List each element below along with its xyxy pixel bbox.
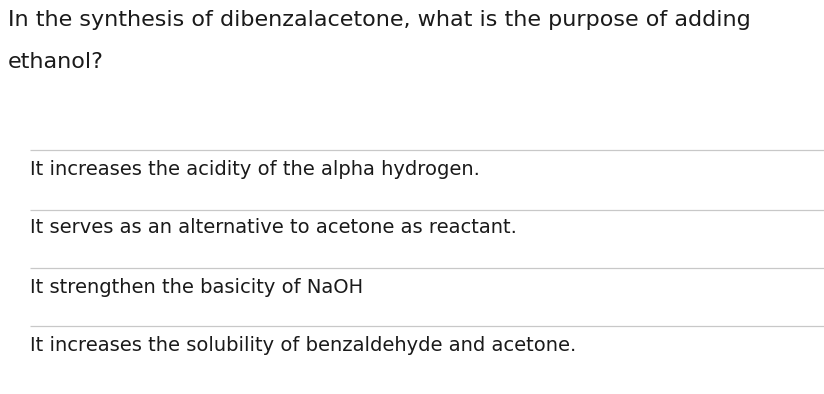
Text: In the synthesis of dibenzalacetone, what is the purpose of adding: In the synthesis of dibenzalacetone, wha… bbox=[8, 10, 751, 30]
Text: It serves as an alternative to acetone as reactant.: It serves as an alternative to acetone a… bbox=[30, 218, 517, 237]
Text: ethanol?: ethanol? bbox=[8, 52, 104, 72]
Text: It strengthen the basicity of NaOH: It strengthen the basicity of NaOH bbox=[30, 278, 363, 297]
Text: It increases the solubility of benzaldehyde and acetone.: It increases the solubility of benzaldeh… bbox=[30, 336, 576, 355]
Text: It increases the acidity of the alpha hydrogen.: It increases the acidity of the alpha hy… bbox=[30, 160, 480, 179]
